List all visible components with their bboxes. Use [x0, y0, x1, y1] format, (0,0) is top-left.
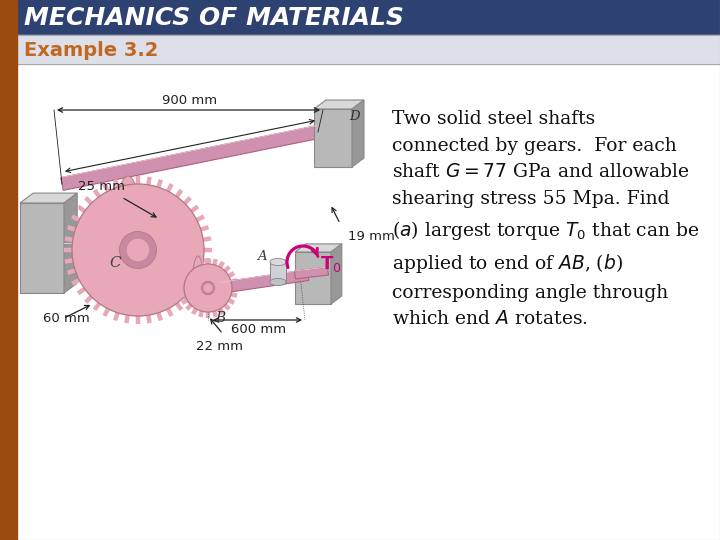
Ellipse shape: [270, 279, 286, 286]
Circle shape: [127, 239, 148, 261]
Polygon shape: [60, 126, 319, 191]
Bar: [270, 262, 286, 282]
Bar: [17, 0, 720, 35]
Circle shape: [120, 232, 156, 268]
Bar: [0, 0, 17, 540]
Text: D: D: [350, 110, 360, 123]
Text: 900 mm: 900 mm: [163, 94, 217, 107]
Text: 60 mm: 60 mm: [43, 312, 90, 325]
Text: B: B: [215, 311, 225, 325]
Polygon shape: [64, 242, 130, 253]
Ellipse shape: [270, 259, 286, 266]
Polygon shape: [352, 100, 364, 167]
Bar: [17, 35, 720, 64]
Polygon shape: [20, 193, 77, 203]
Circle shape: [202, 281, 215, 295]
Bar: [295, 252, 331, 304]
Text: MECHANICS OF MATERIALS: MECHANICS OF MATERIALS: [24, 6, 404, 30]
Text: Two solid steel shafts
connected by gears.  For each
shaft $G = 77$ GPa and allo: Two solid steel shafts connected by gear…: [392, 110, 700, 328]
Text: 22 mm: 22 mm: [197, 340, 243, 353]
Polygon shape: [219, 269, 309, 293]
Text: A: A: [257, 249, 267, 262]
Polygon shape: [64, 193, 77, 293]
Circle shape: [184, 264, 232, 312]
Polygon shape: [314, 100, 364, 109]
Polygon shape: [295, 244, 342, 252]
Text: 19 mm: 19 mm: [348, 230, 395, 243]
Ellipse shape: [114, 176, 143, 308]
Text: Example 3.2: Example 3.2: [24, 40, 158, 59]
Text: $\mathbf{T}_0$: $\mathbf{T}_0$: [320, 254, 342, 274]
Bar: [20, 203, 64, 293]
Circle shape: [72, 184, 204, 316]
Polygon shape: [294, 267, 328, 279]
Text: C: C: [109, 256, 121, 270]
Polygon shape: [331, 244, 342, 304]
Text: 25 mm: 25 mm: [78, 180, 125, 193]
Text: 600 mm: 600 mm: [231, 323, 287, 336]
Circle shape: [204, 284, 212, 292]
Bar: [314, 109, 352, 167]
Ellipse shape: [193, 256, 203, 304]
